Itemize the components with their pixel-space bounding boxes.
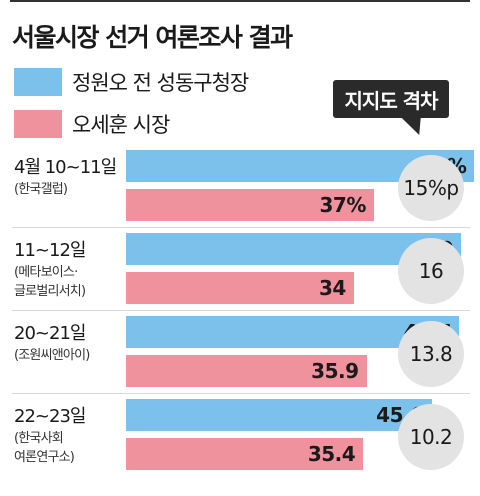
bar-value-oh: 35.4 (307, 442, 356, 466)
legend-label-jung: 정원오 전 성동구청장 (72, 71, 249, 95)
legend-swatch-oh (14, 110, 62, 138)
group-label: 11~12일 (메타보이스· 글로벌리서치) (14, 239, 124, 301)
gap-badge-pointer (400, 117, 430, 135)
group-divider (12, 393, 470, 394)
source-label: (한국사회 (14, 431, 64, 446)
source-label: (한국갤럽) (14, 182, 68, 197)
period-label: 22~23일 (14, 406, 86, 427)
group-divider (12, 227, 470, 228)
source-label: 글로벌리서치) (14, 284, 86, 299)
bar-jung (126, 399, 432, 431)
chart-title: 서울시장 선거 여론조사 결과 (12, 23, 293, 52)
bar-value-oh: 37% (319, 193, 367, 217)
group-label: 4월 10~11일 (한국갤럽) (14, 156, 124, 199)
gap-circle: 10.2 (398, 404, 464, 470)
gap-circle: 13.8 (398, 321, 464, 387)
bar-oh (126, 438, 364, 470)
legend-label-oh: 오세훈 시장 (72, 113, 170, 137)
bar-oh (126, 355, 367, 387)
source-label: (조원씨앤아이) (14, 348, 90, 363)
bar-value-oh: 34 (318, 276, 346, 300)
period-label: 20~21일 (14, 323, 86, 344)
source-label: (메타보이스· (14, 265, 78, 280)
bar-oh (126, 272, 354, 304)
period-label: 4월 10~11일 (14, 157, 117, 178)
top-rule (10, 0, 470, 2)
legend-item-oh: 오세훈 시장 (14, 108, 170, 140)
bar-value-oh: 35.9 (311, 359, 359, 383)
group-label: 20~21일 (조원씨앤아이) (14, 322, 124, 365)
group-divider (12, 310, 470, 311)
gap-circle: 15%p (398, 155, 464, 221)
gap-badge: 지지도 격차 (333, 80, 449, 118)
source-label: 여론연구소) (14, 450, 75, 465)
period-label: 11~12일 (14, 240, 86, 261)
bar-oh (126, 189, 374, 221)
gap-circle: 16 (398, 238, 464, 304)
legend-swatch-jung (14, 68, 62, 96)
bar-value-jung: 45.6 (376, 403, 424, 427)
legend-item-jung: 정원오 전 성동구청장 (14, 66, 249, 98)
